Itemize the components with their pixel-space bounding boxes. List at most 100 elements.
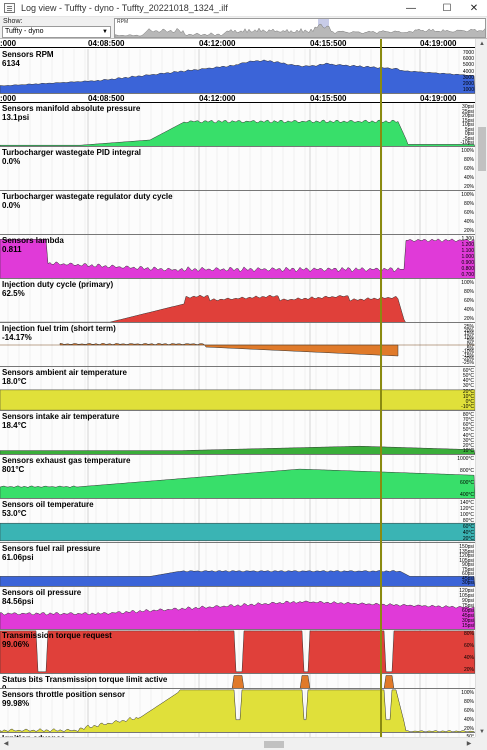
y-tick-label: 0.900 <box>461 260 474 266</box>
panel-plot <box>0 630 475 673</box>
y-tick-label: 2000 <box>462 80 474 87</box>
minimize-button[interactable]: — <box>406 3 416 14</box>
overview-strip[interactable]: RPM <box>114 18 486 38</box>
panel-plot <box>0 279 475 322</box>
y-tick-label: 30psi <box>462 618 474 624</box>
chart-panel[interactable]: Sensors lambda 0.811 1.300 1.200 1.100 1.000 0… <box>0 235 475 279</box>
y-tick-label: 0.700 <box>461 272 474 278</box>
y-tick-label: 120psi <box>459 553 474 559</box>
y-tick-label: 70°C <box>462 417 474 424</box>
panel-plot <box>0 543 475 586</box>
y-tick-label: 25% <box>463 324 474 330</box>
chart-panel[interactable]: Sensors oil pressure 84.56psi 120psi 105psi… <box>0 587 475 630</box>
y-tick-label: 60psi <box>462 571 474 577</box>
panel-value: -14.17% <box>2 333 32 342</box>
y-tick-label: 600°C <box>460 480 474 486</box>
y-tick-label: 30psi <box>462 104 474 110</box>
y-tick-label: 0% <box>466 342 474 348</box>
chart-panel[interactable]: Status bits Transmission torque limit ac… <box>0 674 475 689</box>
panel-value: 0.0% <box>2 157 21 166</box>
scroll-down-icon[interactable]: ▼ <box>479 729 485 735</box>
y-tick-label: 10°C <box>462 393 474 400</box>
show-select[interactable]: Tuffty - dyno ▼ <box>2 26 111 38</box>
panel-value: 6134 <box>2 59 20 68</box>
y-tick-label: 90psi <box>462 562 474 568</box>
chart-panel[interactable]: Sensors exhaust gas temperature 801°C 1000… <box>0 455 475 499</box>
y-tick-label: 60% <box>463 643 474 649</box>
y-tick-label: 1000 <box>462 87 474 93</box>
trace-area <box>59 343 399 357</box>
horizontal-scrollbar[interactable]: ◀ ▶ <box>0 737 475 750</box>
chart-panel[interactable]: Sensors RPM 6134 7000 6000 5000 4000 3000 2000 1… <box>0 49 475 94</box>
scroll-up-icon[interactable]: ▲ <box>479 41 485 47</box>
trace-area <box>0 689 475 732</box>
y-tick-label: 60% <box>463 298 474 304</box>
y-tick-label: 15psi <box>462 623 474 629</box>
panel-background <box>0 147 475 190</box>
chart-panel[interactable]: Sensors fuel rail pressure 61.06psi 150psi… <box>0 543 475 587</box>
vertical-scroll-thumb[interactable] <box>478 127 486 171</box>
y-tick-label: 60% <box>463 708 474 714</box>
panel-plot <box>0 235 475 278</box>
panel-value: 61.06psi <box>2 553 34 562</box>
y-tick-label: 80% <box>463 157 474 163</box>
chart-panel[interactable]: Injection fuel trim (short term) -14.17% 2… <box>0 323 475 367</box>
panel-name: Status bits Transmission torque limit ac… <box>2 675 168 684</box>
y-tick-label: 20% <box>463 327 474 334</box>
maximize-button[interactable]: ☐ <box>442 3 452 14</box>
chart-panel[interactable]: Sensors manifold absolute pressure 13.1ps… <box>0 103 475 147</box>
chart-panel[interactable]: Sensors intake air temperature 18.4°C 80°C… <box>0 411 475 455</box>
chart-panel[interactable]: Sensors throttle position sensor 99.98% 10… <box>0 689 475 733</box>
plot-area[interactable]: Sensors RPM 6134 7000 6000 5000 4000 3000 2000 1… <box>0 49 475 737</box>
horizontal-scroll-thumb[interactable] <box>264 741 284 748</box>
overview-chart <box>115 19 485 37</box>
y-tick-label: 20% <box>463 726 474 732</box>
y-tick-label: 80°C <box>462 518 474 524</box>
app-icon <box>4 3 15 13</box>
panel-background <box>0 411 475 454</box>
y-tick-label: 150psi <box>459 544 474 550</box>
y-tick-label: 45psi <box>462 575 474 582</box>
panel-background <box>0 191 475 234</box>
panel-value: 0 <box>2 684 7 689</box>
y-tick-label: 40% <box>463 655 474 661</box>
y-tick-label: 90psi <box>462 598 474 604</box>
y-tick-label: 60psi <box>462 608 474 614</box>
trace-area <box>0 600 475 629</box>
panel-name: Transmission torque request <box>2 631 112 640</box>
panel-name: Sensors manifold absolute pressure <box>2 104 141 113</box>
trace-area <box>0 630 475 673</box>
y-tick-label: -10psi <box>460 140 474 146</box>
time-axis-second: :000 04:08:500 04:12:000 04:15:500 04:19… <box>0 94 475 103</box>
y-tick-label: 0psi <box>464 131 474 137</box>
chart-panel[interactable]: Turbocharger wastegate regulator duty cy… <box>0 191 475 235</box>
y-tick-label: 80% <box>463 699 474 705</box>
overview-label: RPM <box>117 19 129 25</box>
time-cursor[interactable] <box>380 39 382 737</box>
y-tick-label: 30°C <box>462 437 474 444</box>
panel-name: Sensors ambient air temperature <box>2 368 127 377</box>
y-tick-label: 120psi <box>459 588 474 594</box>
panel-plot <box>0 147 475 190</box>
trace-area <box>0 59 475 93</box>
close-button[interactable]: ✕ <box>469 3 479 14</box>
chart-panel[interactable]: Sensors ambient air temperature 18.0°C 60°… <box>0 367 475 411</box>
y-tick-label: 80% <box>463 201 474 207</box>
chart-panel[interactable]: Transmission torque request 99.06% 80% 60% 4… <box>0 630 475 674</box>
window-titlebar: Log view - Tuffty - dyno - Tuffty_202210… <box>0 0 487 17</box>
scroll-right-icon[interactable]: ▶ <box>466 741 472 747</box>
trace-area <box>0 389 475 410</box>
chart-panel[interactable]: Injection duty cycle (primary) 62.5% 100% 8… <box>0 279 475 323</box>
panel-name: Ignition advance <box>2 734 65 737</box>
panel-value: 18.4°C <box>2 421 27 430</box>
panel-value: 99.06% <box>2 640 30 649</box>
scroll-left-icon[interactable]: ◀ <box>3 741 9 747</box>
chart-panel[interactable]: Turbocharger wastegate PID integral 0.0% 1… <box>0 147 475 191</box>
trace-area <box>0 468 475 498</box>
y-tick-label: 3000 <box>462 74 474 81</box>
y-tick-label: 1.200 <box>461 242 474 248</box>
vertical-scrollbar[interactable]: ▲ ▼ <box>475 39 487 737</box>
chart-panel[interactable]: Ignition advance 50° <box>0 733 475 737</box>
chart-panel[interactable]: Sensors oil temperature 53.0°C 140°C 120°C 1… <box>0 499 475 543</box>
panel-plot <box>0 674 475 688</box>
